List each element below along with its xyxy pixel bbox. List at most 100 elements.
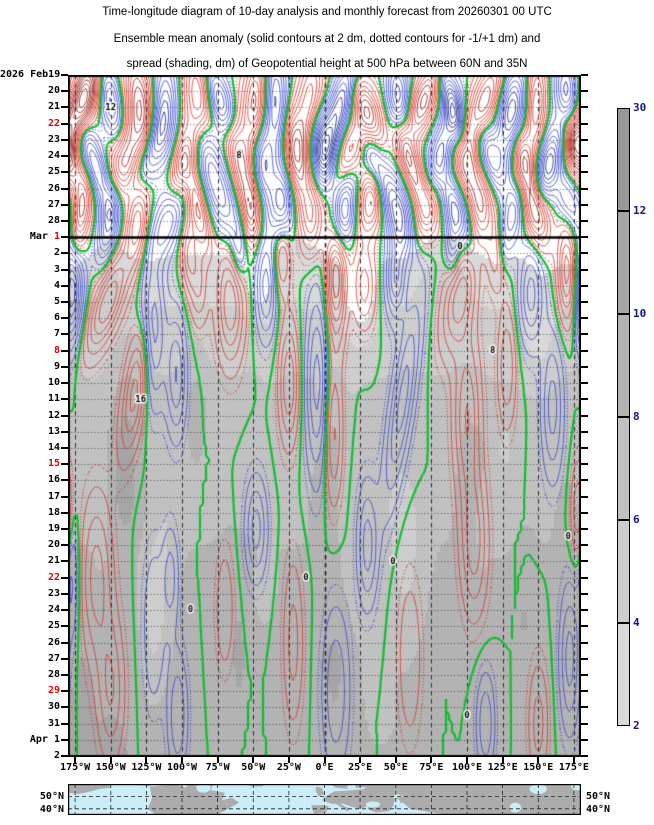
colorbar-segment [618, 416, 629, 519]
y-axis-tick-right [581, 398, 588, 401]
y-label-day: 21 [47, 555, 60, 567]
x-axis-label: 75°E [419, 762, 444, 773]
x-axis-tick [359, 757, 362, 763]
y-axis-label: 25 [0, 166, 60, 178]
map-sea [529, 784, 547, 794]
y-label-day: 14 [47, 441, 60, 453]
y-axis-label: 24 [0, 604, 60, 616]
y-axis-tick-right [581, 657, 588, 660]
y-axis-tick-right [581, 203, 588, 206]
y-axis-label: 8 [0, 345, 60, 357]
x-axis-label: 100°E [451, 762, 483, 773]
x-axis-label: 175°W [60, 762, 91, 773]
y-axis-label: Apr 1 [0, 734, 60, 746]
y-axis-label: 3 [0, 264, 60, 276]
y-axis-tick-left [61, 722, 68, 725]
y-label-day: 23 [47, 133, 60, 145]
y-axis-tick-left [61, 641, 68, 644]
y-label-day: 20 [47, 85, 60, 97]
y-axis-label: 2 [0, 247, 60, 259]
y-label-day: 1 [47, 231, 60, 243]
y-label-day: 12 [47, 409, 60, 421]
map-landmass [68, 784, 111, 794]
y-axis-label: 15 [0, 458, 60, 470]
y-label-day: 19 [47, 523, 60, 534]
y-label-day: 26 [47, 182, 60, 194]
y-axis-label: 20 [0, 539, 60, 551]
x-axis-label: 150°E [523, 762, 554, 773]
y-label-day: 22 [47, 571, 60, 583]
colorbar-segment [618, 210, 629, 313]
y-axis-label: 13 [0, 426, 60, 438]
y-axis-tick-right [581, 755, 588, 757]
y-axis-tick-right [581, 236, 588, 239]
y-axis-tick-left [61, 755, 68, 757]
x-axis-label: 50°E [383, 762, 408, 773]
colorbar-segment [618, 519, 629, 622]
hovmoller-contour-plot [68, 75, 581, 757]
y-label-day: 27 [47, 652, 60, 664]
colorbar-label: 2 [633, 719, 640, 732]
y-axis-tick-right [581, 317, 588, 320]
y-axis-label: 27 [0, 653, 60, 665]
map-sea [509, 802, 522, 813]
y-label-day: 31 [47, 717, 60, 729]
y-label-day: 9 [47, 360, 60, 372]
colorbar-label: 8 [633, 410, 640, 423]
y-label-day: 7 [47, 328, 60, 340]
y-label-day: 27 [47, 198, 60, 210]
y-axis-tick-right [581, 446, 588, 449]
y-axis-tick-left [61, 90, 68, 93]
y-axis-label: 30 [0, 701, 60, 713]
map-sea [196, 784, 211, 793]
y-axis-tick-right [581, 74, 588, 76]
x-axis-tick [109, 757, 112, 763]
title-line-3: spread (shading, dm) of Geopotential hei… [126, 58, 528, 70]
y-axis-label: 16 [0, 474, 60, 486]
y-axis-label: 10 [0, 377, 60, 389]
y-axis-tick-right [581, 138, 588, 141]
y-axis-label: 28 [0, 669, 60, 681]
map-landmass [367, 784, 581, 815]
y-axis-label: 23 [0, 134, 60, 146]
y-axis-tick-right [581, 690, 588, 693]
y-axis-label: 22 [0, 118, 60, 130]
y-axis-tick-right [581, 722, 588, 725]
y-axis-tick-left [61, 657, 68, 660]
y-label-day: 5 [47, 296, 60, 307]
y-axis-tick-left [61, 219, 68, 222]
y-axis-label: 26 [0, 637, 60, 649]
x-axis-label: 175°E [558, 762, 589, 773]
y-label-day: 28 [47, 214, 60, 226]
y-axis-tick-left [61, 625, 68, 628]
map-sea [365, 801, 380, 808]
x-axis-label: 75°W [205, 762, 230, 773]
y-axis-tick-right [581, 382, 588, 385]
y-axis-tick-right [581, 511, 588, 514]
y-axis-label: 2 [0, 750, 60, 762]
y-axis-label: 29 [0, 685, 60, 697]
x-axis-tick [287, 757, 290, 763]
x-axis-tick [216, 757, 219, 763]
y-label-day: 15 [47, 458, 60, 470]
y-axis-tick-left [61, 576, 68, 579]
y-axis-tick-right [581, 414, 588, 417]
y-axis-label: 14 [0, 442, 60, 454]
x-axis-tick [572, 757, 575, 763]
y-label-day: 1 [47, 733, 60, 745]
y-axis-tick-right [581, 495, 588, 498]
y-axis-tick-right [581, 155, 588, 158]
y-axis-tick-left [61, 284, 68, 287]
colorbar-segment [618, 622, 629, 725]
y-label-day: 6 [47, 312, 60, 324]
y-axis-tick-right [581, 544, 588, 547]
y-axis-tick-left [61, 673, 68, 676]
y-label-day: 16 [47, 474, 60, 486]
colorbar-label: 12 [633, 204, 647, 217]
y-axis-label: 6 [0, 312, 60, 324]
y-label-day: 18 [47, 506, 60, 518]
y-label-day: 2 [47, 750, 60, 761]
map-sea [393, 798, 401, 812]
y-axis-label: 7 [0, 328, 60, 340]
